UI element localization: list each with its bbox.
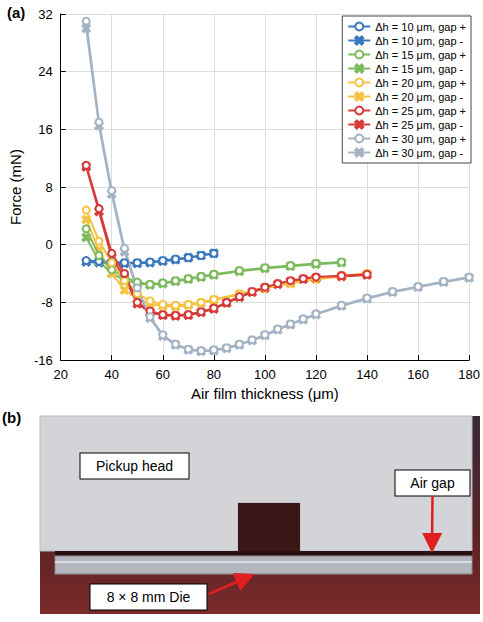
svg-text:120: 120	[305, 367, 327, 382]
svg-text:Δh = 30 μm, gap +: Δh = 30 μm, gap +	[375, 133, 466, 145]
svg-text:8 × 8 mm Die: 8 × 8 mm Die	[107, 589, 191, 605]
svg-text:0: 0	[45, 237, 52, 252]
svg-text:Δh = 25 μm, gap -: Δh = 25 μm, gap -	[375, 119, 463, 131]
svg-text:Pickup head: Pickup head	[96, 458, 173, 474]
svg-text:180: 180	[458, 367, 480, 382]
svg-text:Δh = 30 μm, gap -: Δh = 30 μm, gap -	[375, 147, 463, 159]
svg-text:24: 24	[38, 64, 52, 79]
svg-text:Δh = 20 μm, gap -: Δh = 20 μm, gap -	[375, 91, 463, 103]
svg-text:40: 40	[105, 367, 119, 382]
svg-text:20: 20	[53, 367, 67, 382]
svg-text:(a): (a)	[7, 4, 25, 21]
svg-text:Air film thickness (μm): Air film thickness (μm)	[191, 385, 339, 402]
svg-text:Force (mN): Force (mN)	[7, 149, 24, 225]
svg-text:Δh = 25 μm, gap +: Δh = 25 μm, gap +	[375, 105, 466, 117]
svg-text:Δh = 10 μm, gap +: Δh = 10 μm, gap +	[375, 21, 466, 33]
svg-text:80: 80	[207, 367, 221, 382]
svg-text:16: 16	[38, 122, 52, 137]
svg-text:60: 60	[156, 367, 170, 382]
svg-text:32: 32	[38, 7, 52, 22]
svg-text:Δh = 20 μm, gap +: Δh = 20 μm, gap +	[375, 77, 466, 89]
svg-text:140: 140	[356, 367, 378, 382]
svg-text:100: 100	[254, 367, 276, 382]
svg-text:Δh = 10 μm, gap -: Δh = 10 μm, gap -	[375, 35, 463, 47]
svg-text:-8: -8	[41, 295, 53, 310]
svg-text:Air gap: Air gap	[410, 475, 455, 491]
svg-text:Δh = 15 μm, gap +: Δh = 15 μm, gap +	[375, 49, 466, 61]
svg-text:-16: -16	[34, 353, 53, 368]
svg-text:(b): (b)	[2, 409, 21, 426]
svg-text:160: 160	[407, 367, 429, 382]
svg-text:Δh = 15 μm, gap -: Δh = 15 μm, gap -	[375, 63, 463, 75]
svg-text:8: 8	[45, 180, 52, 195]
